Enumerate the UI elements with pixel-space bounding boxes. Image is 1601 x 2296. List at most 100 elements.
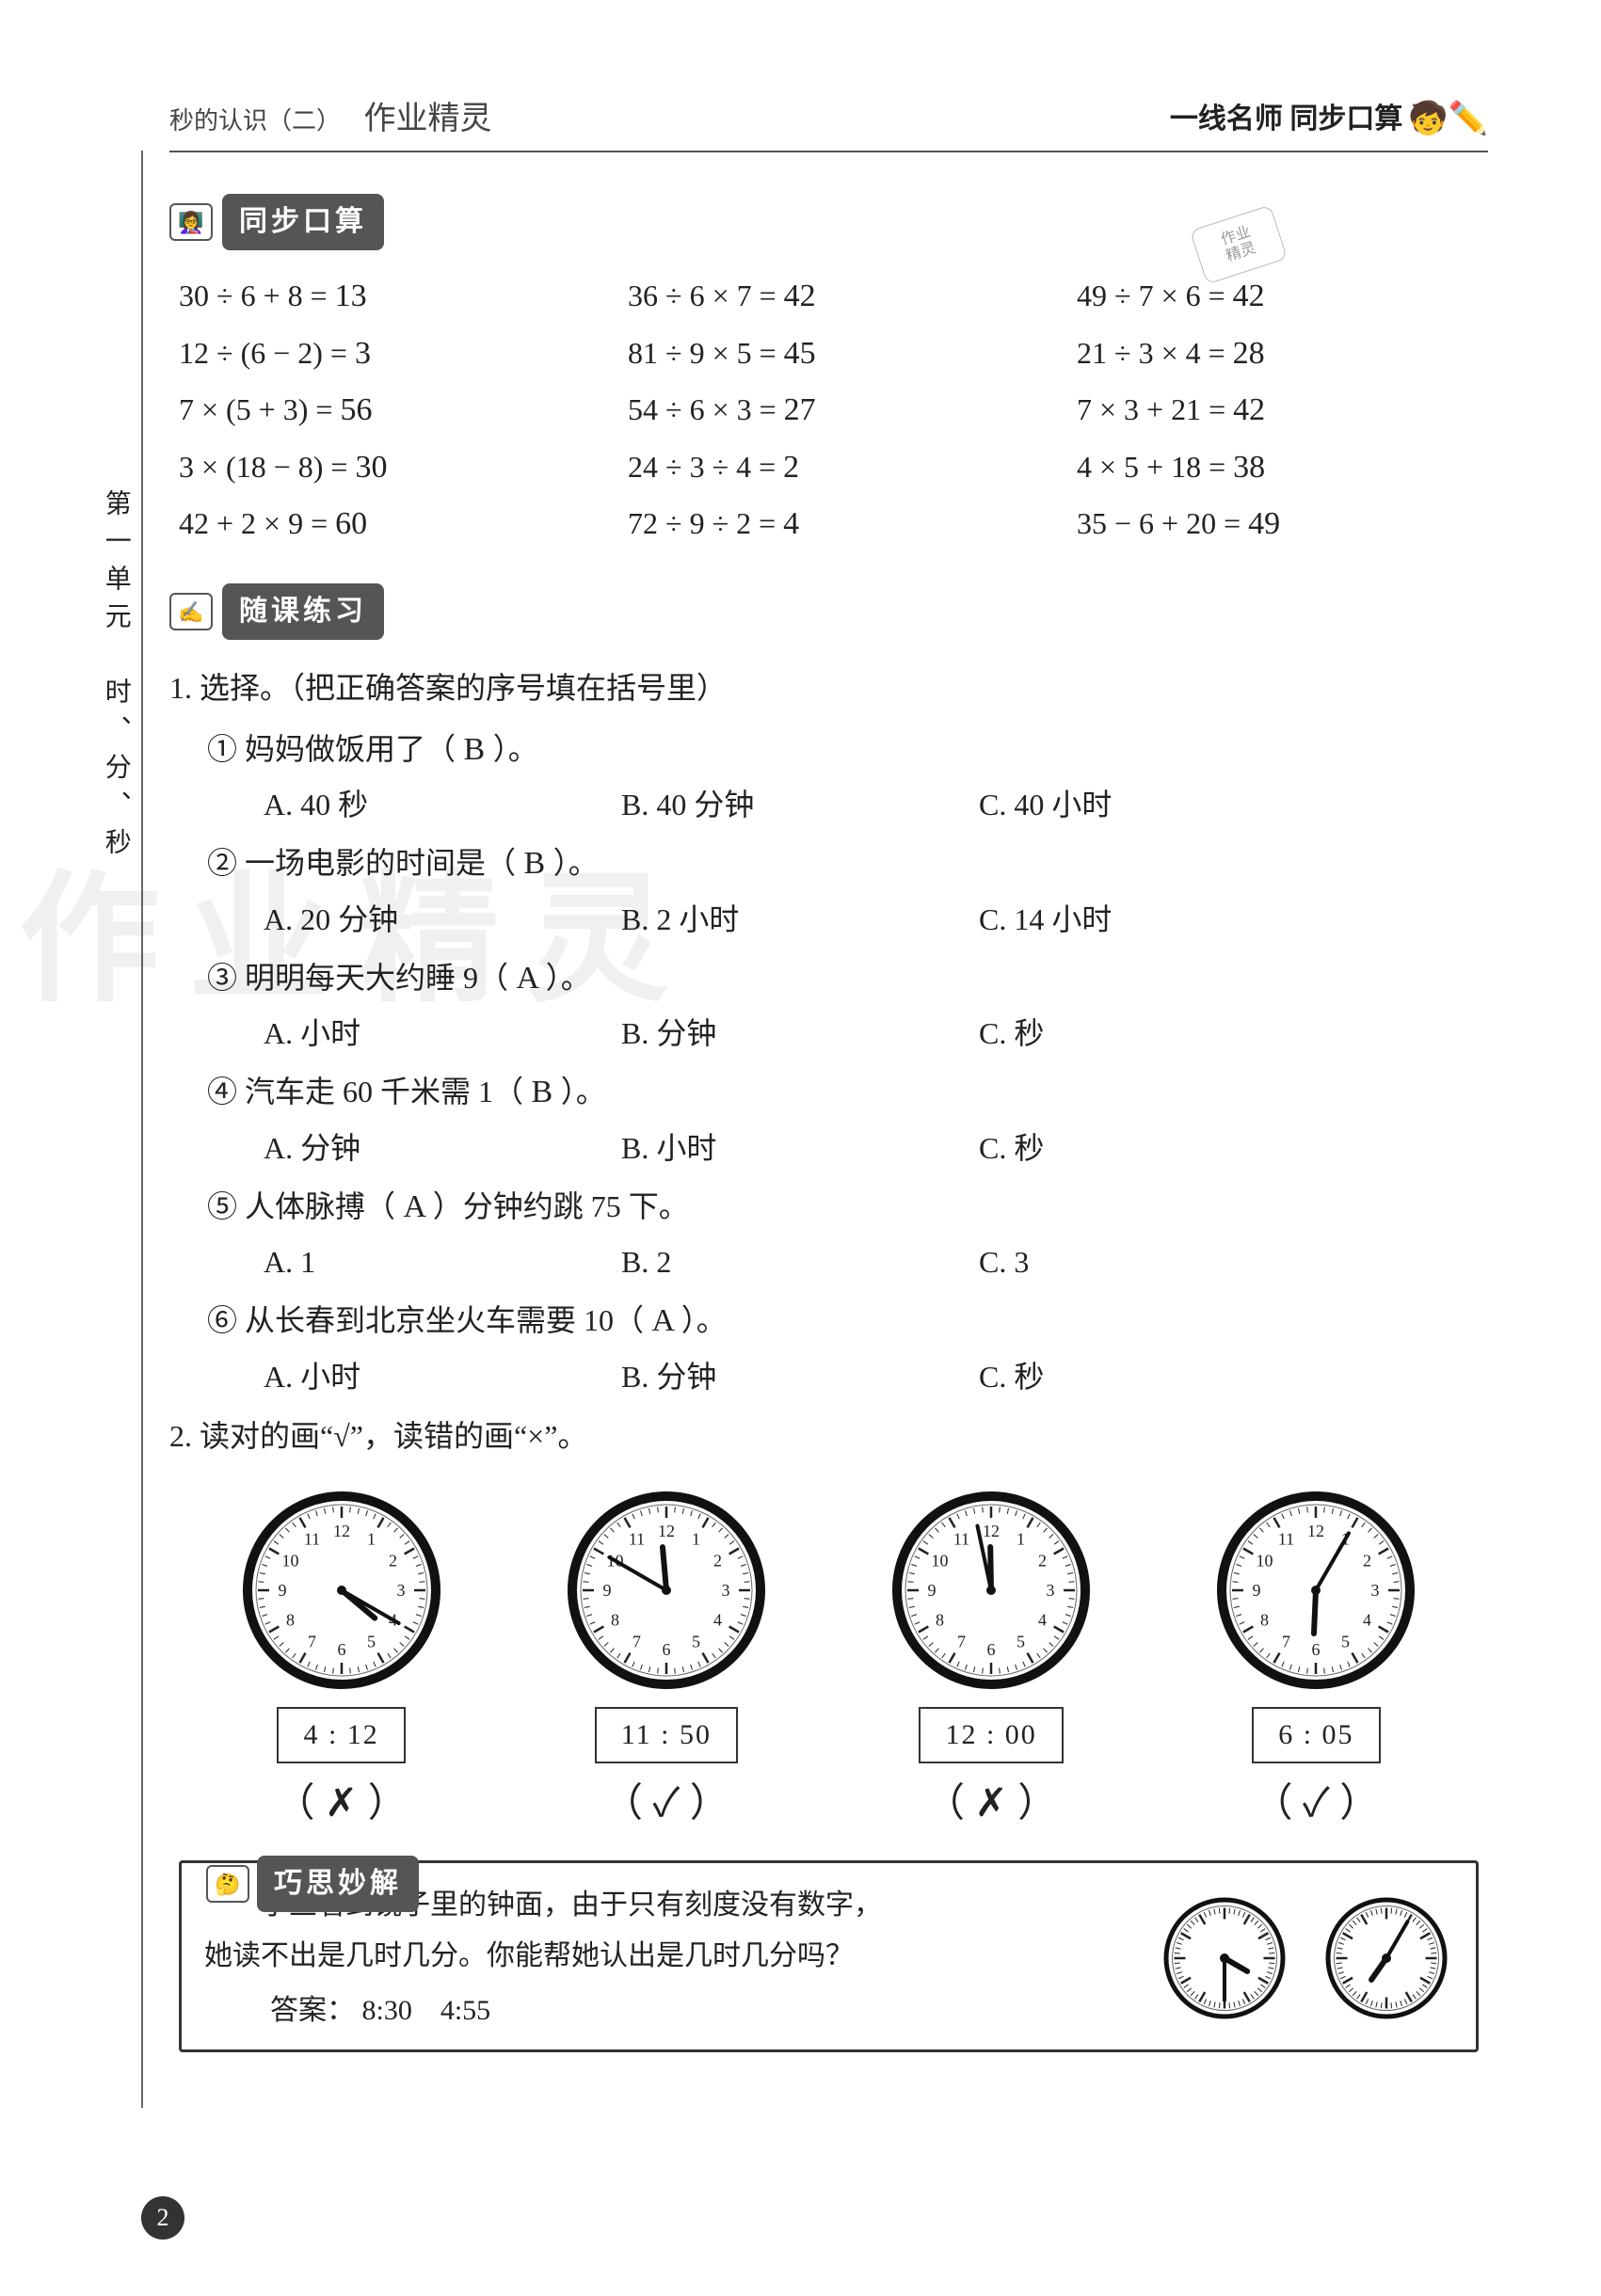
arith-item: 72 ÷ 9 ÷ 2 =4 xyxy=(628,499,1039,550)
svg-text:9: 9 xyxy=(602,1581,611,1600)
arith-expression: 4 × 5 + 18 = xyxy=(1077,443,1225,491)
choice-a: A. 20 分钟 xyxy=(264,896,621,944)
arith-answer: 42 xyxy=(1233,385,1265,436)
clock-icon: 121234567891011 xyxy=(234,1483,449,1698)
svg-text:11: 11 xyxy=(1278,1530,1294,1549)
arith-item: 30 ÷ 6 + 8 =13 xyxy=(179,271,590,322)
choice-b: B. 2 xyxy=(621,1238,979,1286)
arith-answer: 49 xyxy=(1248,499,1280,550)
svg-text:5: 5 xyxy=(1017,1633,1025,1651)
clock-icon xyxy=(1320,1891,1453,2025)
choice-row: A. 小时B. 分钟C. 秒 xyxy=(264,1353,1488,1401)
svg-text:6: 6 xyxy=(1312,1640,1321,1659)
svg-text:6: 6 xyxy=(987,1640,996,1659)
time-label: 12 : 00 xyxy=(919,1707,1063,1763)
judgement-mark: （ ✗ ） xyxy=(925,1773,1057,1836)
stem-post: ）。 xyxy=(546,961,591,995)
choice-row: A. 20 分钟B. 2 小时C. 14 小时 xyxy=(264,896,1488,944)
chosen-answer: A xyxy=(395,1189,433,1224)
q1-stem: ⑤ 人体脉搏（ A ）分钟约跳 75 下。 xyxy=(207,1182,1488,1233)
q1-subitem: ① 妈妈做饭用了（ B ）。 A. 40 秒B. 40 分钟C. 40 小时 xyxy=(207,725,1488,830)
section-puzzle-badge: 🤔 巧思妙解 xyxy=(206,1856,419,1912)
svg-text:8: 8 xyxy=(936,1611,944,1630)
svg-text:1: 1 xyxy=(367,1530,376,1549)
choice-b: B. 40 分钟 xyxy=(621,781,979,829)
svg-text:9: 9 xyxy=(928,1581,937,1600)
arith-item: 54 ÷ 6 × 3 =27 xyxy=(628,385,1039,436)
q1-subitem: ⑤ 人体脉搏（ A ）分钟约跳 75 下。A. 1B. 2C. 3 xyxy=(207,1182,1488,1287)
svg-text:1: 1 xyxy=(692,1530,700,1549)
q1-subitem: ② 一场电影的时间是（ B ）。 A. 20 分钟B. 2 小时C. 14 小时 xyxy=(207,838,1488,944)
arith-item: 7 × (5 + 3) =56 xyxy=(179,385,590,436)
thinker-icon: 🤔 xyxy=(206,1865,249,1903)
svg-text:1: 1 xyxy=(1017,1530,1025,1549)
clock-item: 12123456789101112 : 00（ ✗ ） xyxy=(884,1483,1098,1836)
puzzle-line2: 她读不出是几时几分。你能帮她认出是几时几分吗？ xyxy=(204,1940,854,1971)
choice-row: A. 分钟B. 小时C. 秒 xyxy=(264,1124,1488,1172)
arith-expression: 54 ÷ 6 × 3 = xyxy=(628,386,776,434)
arith-answer: 42 xyxy=(1233,271,1265,322)
arith-expression: 7 × (5 + 3) = xyxy=(179,386,332,434)
arith-item: 4 × 5 + 18 =38 xyxy=(1077,442,1488,493)
q1-stem: ⑥ 从长春到北京坐火车需要 10（ A ）。 xyxy=(207,1296,1488,1347)
svg-text:4: 4 xyxy=(1038,1611,1047,1630)
section-practice-badge: ✍️ 随课练习 xyxy=(169,583,384,640)
svg-text:3: 3 xyxy=(1371,1581,1380,1600)
clock-icon xyxy=(1158,1891,1291,2025)
svg-text:6: 6 xyxy=(337,1640,345,1659)
clock-icon: 121234567891011 xyxy=(1209,1483,1423,1698)
page-header: 秒的认识（二） 作业精灵 一线名师 同步口算 🧒✏️ xyxy=(169,94,1488,152)
svg-text:7: 7 xyxy=(957,1633,966,1651)
choice-a: A. 小时 xyxy=(264,1353,621,1401)
mascot-icon: 🧒✏️ xyxy=(1408,94,1488,145)
arith-expression: 30 ÷ 6 + 8 = xyxy=(179,272,328,320)
q1-stem: ① 妈妈做饭用了（ B ）。 xyxy=(207,725,1488,775)
puzzle-box: 🤔 巧思妙解 小兰看到镜子里的钟面，由于只有刻度没有数字， 她读不出是几时几分。… xyxy=(179,1860,1479,2052)
arith-expression: 49 ÷ 7 × 6 = xyxy=(1077,272,1225,320)
worksheet-page: 秒的认识（二） 作业精灵 一线名师 同步口算 🧒✏️ 第一单元 时、分、秒 👩‍… xyxy=(0,0,1601,2296)
choice-row: A. 小时B. 分钟C. 秒 xyxy=(264,1010,1488,1058)
lesson-title: 秒的认识（二） 作业精灵 xyxy=(169,94,492,145)
svg-text:10: 10 xyxy=(932,1552,949,1571)
stem-post: ）。 xyxy=(561,1075,606,1108)
svg-text:8: 8 xyxy=(611,1611,619,1630)
choice-b: B. 2 小时 xyxy=(621,896,979,944)
mirror-clocks xyxy=(1158,1891,1453,2025)
svg-text:9: 9 xyxy=(278,1581,286,1600)
choice-a: A. 小时 xyxy=(264,1010,621,1058)
svg-text:7: 7 xyxy=(1282,1633,1290,1651)
choice-a: A. 1 xyxy=(264,1238,621,1286)
arith-expression: 36 ÷ 6 × 7 = xyxy=(628,272,776,320)
section-arith-badge: 👩‍🏫 同步口算 xyxy=(169,194,384,250)
svg-text:2: 2 xyxy=(1363,1552,1371,1571)
choice-b: B. 分钟 xyxy=(621,1353,979,1401)
page-number: 2 xyxy=(141,2196,184,2240)
arith-expression: 12 ÷ (6 − 2) = xyxy=(179,329,347,377)
q1-stem: ② 一场电影的时间是（ B ）。 xyxy=(207,838,1488,889)
arith-answer: 45 xyxy=(784,328,816,379)
arith-item: 12 ÷ (6 − 2) =3 xyxy=(179,328,590,379)
q1-subitem: ④ 汽车走 60 千米需 1（ B ）。 A. 分钟B. 小时C. 秒 xyxy=(207,1067,1488,1172)
question-2: 2. 读对的画“√”，读错的画“×”。 作业精灵 121234567891011… xyxy=(169,1412,1488,1836)
time-label: 4 : 12 xyxy=(277,1707,405,1763)
svg-text:12: 12 xyxy=(1307,1522,1324,1540)
stem-pre: 汽车走 60 千米需 1（ xyxy=(245,1075,523,1108)
svg-text:3: 3 xyxy=(396,1581,405,1600)
svg-text:3: 3 xyxy=(721,1581,729,1600)
svg-text:10: 10 xyxy=(1257,1552,1273,1571)
arith-item: 21 ÷ 3 × 4 =28 xyxy=(1077,328,1488,379)
question-1: 1. 选择。（把正确答案的序号填在括号里） ① 妈妈做饭用了（ B ）。 A. 4… xyxy=(169,664,1488,1401)
choice-a: A. 40 秒 xyxy=(264,781,621,829)
arith-expression: 72 ÷ 9 ÷ 2 = xyxy=(628,500,776,548)
arith-answer: 38 xyxy=(1233,442,1265,493)
q1-items: ① 妈妈做饭用了（ B ）。 A. 40 秒B. 40 分钟C. 40 小时 ② 一… xyxy=(169,725,1488,1401)
q1-stem: ④ 汽车走 60 千米需 1（ B ）。 xyxy=(207,1067,1488,1118)
arith-item: 42 + 2 × 9 =60 xyxy=(179,499,590,550)
choice-row: A. 40 秒B. 40 分钟C. 40 小时 xyxy=(264,781,1488,829)
q1-head: 1. 选择。（把正确答案的序号填在括号里） xyxy=(169,664,1488,712)
stem-pre: 明明每天大约睡 9（ xyxy=(245,961,508,995)
arith-answer: 60 xyxy=(335,499,367,550)
arith-expression: 7 × 3 + 21 = xyxy=(1077,386,1225,434)
circled-number: ① xyxy=(207,732,245,766)
arith-answer: 13 xyxy=(335,271,367,322)
